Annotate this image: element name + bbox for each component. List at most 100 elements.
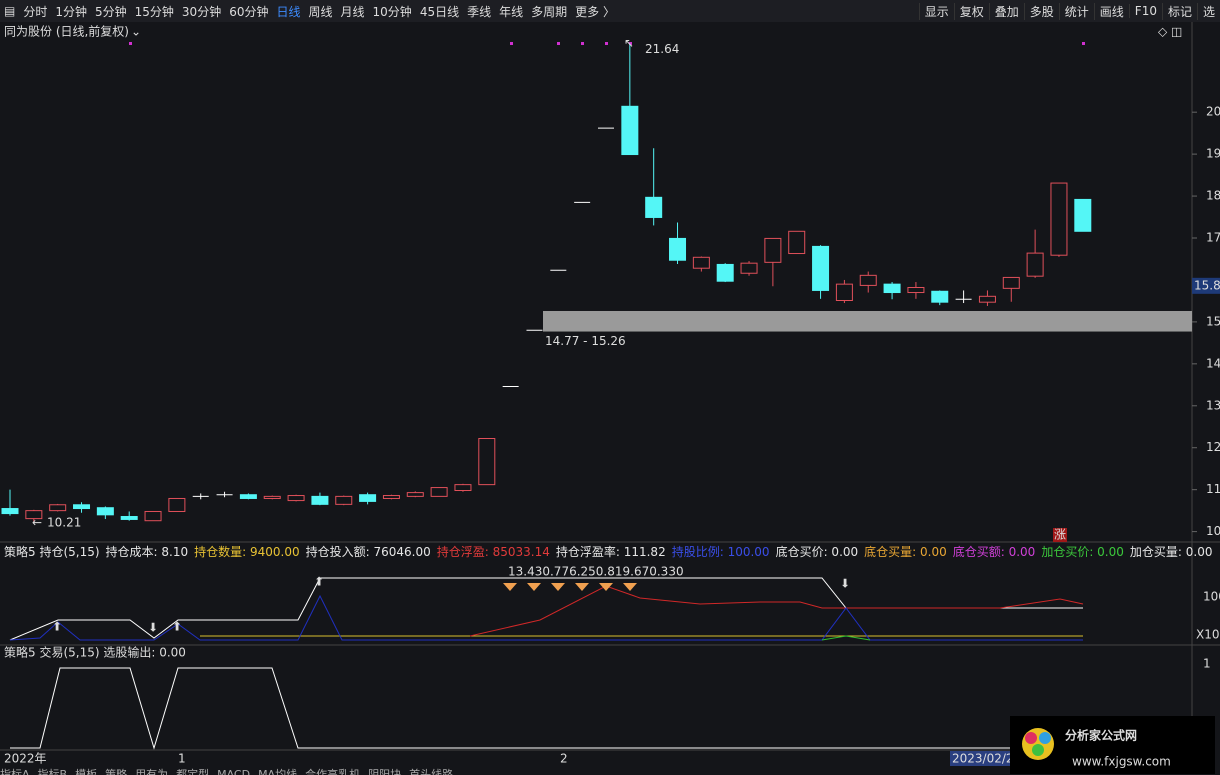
body — [883, 283, 901, 294]
svg-text:⬆: ⬆ — [172, 620, 182, 634]
body — [478, 437, 496, 486]
indicator-value: 策略5 持仓(5,15) — [4, 545, 100, 559]
period-tab[interactable]: 日线 — [276, 4, 301, 19]
tool-button[interactable]: F10 — [1128, 4, 1162, 18]
bottom-tab[interactable]: 指标B — [37, 768, 68, 775]
body — [621, 105, 639, 156]
body — [788, 230, 806, 255]
tool-button[interactable]: 标记 — [1161, 2, 1197, 20]
body — [859, 274, 877, 286]
flag-box — [1053, 528, 1067, 542]
period-tab[interactable]: 60分钟 — [229, 4, 269, 19]
period-tab[interactable]: 年线 — [499, 4, 524, 19]
signal-dots — [129, 42, 1085, 45]
date-label: 1 — [178, 752, 186, 766]
period-tab[interactable]: 30分钟 — [181, 4, 222, 19]
bottom-tab[interactable]: 阴阳块 — [368, 768, 402, 775]
tool-button[interactable]: 多股 — [1023, 2, 1059, 20]
tool-button[interactable]: 选 — [1196, 2, 1220, 20]
period-tab[interactable]: 周线 — [308, 4, 333, 19]
period-tab[interactable]: 月线 — [340, 4, 365, 19]
watermark-name: 分析家公式网 — [1065, 728, 1137, 743]
low-arrow: ← — [32, 515, 42, 529]
y-tick-label: 13 — [1206, 398, 1220, 412]
body — [740, 262, 758, 274]
body — [382, 495, 400, 499]
body — [49, 504, 67, 512]
trade-line — [10, 667, 1190, 750]
body — [73, 504, 91, 510]
body — [239, 494, 257, 499]
indicator-value: 持仓浮盈率: 111.82 — [555, 545, 666, 559]
indicator-value: 底仓买价: 0.00 — [775, 545, 859, 559]
bottom-tab[interactable]: 都定型 — [176, 768, 210, 775]
svg-text:⬆: ⬆ — [314, 575, 324, 589]
period-tab[interactable]: 更多 〉 — [575, 4, 615, 19]
bottom-tab[interactable]: MACD — [217, 768, 251, 775]
bottom-tab[interactable]: MA均线 — [258, 768, 298, 775]
body — [263, 495, 281, 499]
body — [764, 237, 782, 263]
toolbar: ▤ 分时 1分钟 5分钟 15分钟 30分钟 60分钟 日线 周线 月线 10分钟 45日线 季线 年线多… — [0, 0, 1220, 22]
indicator-value: 底仓买量: 0.00 — [864, 545, 947, 559]
y-tick-label: 17 — [1206, 231, 1220, 245]
menu-icon[interactable]: ▤ — [4, 4, 16, 18]
body — [931, 290, 949, 303]
last-price-box — [1192, 277, 1220, 294]
bottom-tab[interactable]: 合作高乳机 — [305, 768, 361, 775]
body — [454, 484, 472, 492]
flag: 涨 — [1054, 527, 1066, 542]
period-tab[interactable]: 10分钟 — [372, 4, 412, 19]
body — [835, 283, 853, 302]
axis-label: 100 — [1203, 590, 1220, 604]
body — [978, 295, 996, 303]
tool-button[interactable]: 画线 — [1093, 2, 1129, 20]
bottom-tab[interactable]: 模板 — [75, 768, 98, 775]
arrows: ⬆ ⬆ ⬆ ⬇ ⬇ — [52, 575, 850, 635]
tool-button[interactable]: 显示 — [918, 2, 954, 20]
body — [335, 495, 353, 505]
body — [1050, 182, 1068, 256]
bottom-tab[interactable]: 用有为 — [135, 768, 169, 775]
watermark-url: www.fxjgsw.com — [1072, 755, 1171, 769]
period-tab[interactable]: 多周期 — [531, 4, 568, 19]
period-tab[interactable]: 1分钟 — [55, 4, 87, 19]
indicator-value: 加仓买价: 0.00 — [1041, 545, 1124, 559]
period-tab[interactable]: 15分钟 — [134, 4, 174, 19]
icon[interactable]: ◇ ◫ — [1158, 25, 1182, 39]
indicator-lines — [9, 577, 1084, 641]
diamonds — [503, 583, 637, 591]
body — [716, 263, 734, 282]
tool-button[interactable]: 复权 — [953, 2, 989, 20]
svg-text:⬇: ⬇ — [148, 621, 158, 635]
indicator-value: 持仓投入额: 76046.00 — [305, 545, 431, 559]
y-tick-label: 15 — [1206, 314, 1220, 328]
indicator-value: 加仓买量: 0.00 — [1129, 545, 1213, 559]
body — [96, 507, 114, 516]
bottom-tab[interactable]: 指标A — [0, 768, 30, 775]
period-tab[interactable]: 分时 — [23, 4, 48, 19]
date-label: 2023/02/2 — [952, 752, 1014, 766]
axis-label: 1 — [1203, 657, 1211, 671]
tab-bar: 指标A 指标B 模板 策略 用有为 都定型 MACD MA均线 合作高乳机 阴阳块 首头线路 — [0, 766, 461, 775]
dropdown-icon[interactable]: ⌄ — [131, 25, 141, 39]
body — [120, 516, 138, 520]
panel1-header: 策略5 持仓(5,15) 持仓成本: 8.10 持仓数量: 9400.00 持仓投入额… — [4, 543, 1218, 560]
tool-button[interactable]: 叠加 — [988, 2, 1024, 20]
body — [430, 487, 448, 497]
bottom-tab[interactable]: 策略 — [105, 768, 128, 775]
period-tab[interactable]: 季线 — [467, 4, 492, 19]
band-label: 14.77 - 15.26 — [545, 334, 626, 348]
y-tick-label: 19 — [1206, 147, 1220, 161]
indicator-value: 持股比例: 100.00 — [671, 545, 770, 559]
svg-text:⬆: ⬆ — [52, 620, 62, 634]
high-label: 21.64 — [645, 42, 679, 56]
y-tick-label: 11 — [1206, 482, 1220, 496]
body — [1002, 276, 1020, 289]
bottom-tab[interactable]: 首头线路 — [409, 768, 454, 775]
tool-button[interactable]: 统计 — [1058, 2, 1094, 20]
period-tab[interactable]: 45日线 — [419, 4, 460, 19]
period-tab[interactable]: 5分钟 — [95, 4, 127, 19]
